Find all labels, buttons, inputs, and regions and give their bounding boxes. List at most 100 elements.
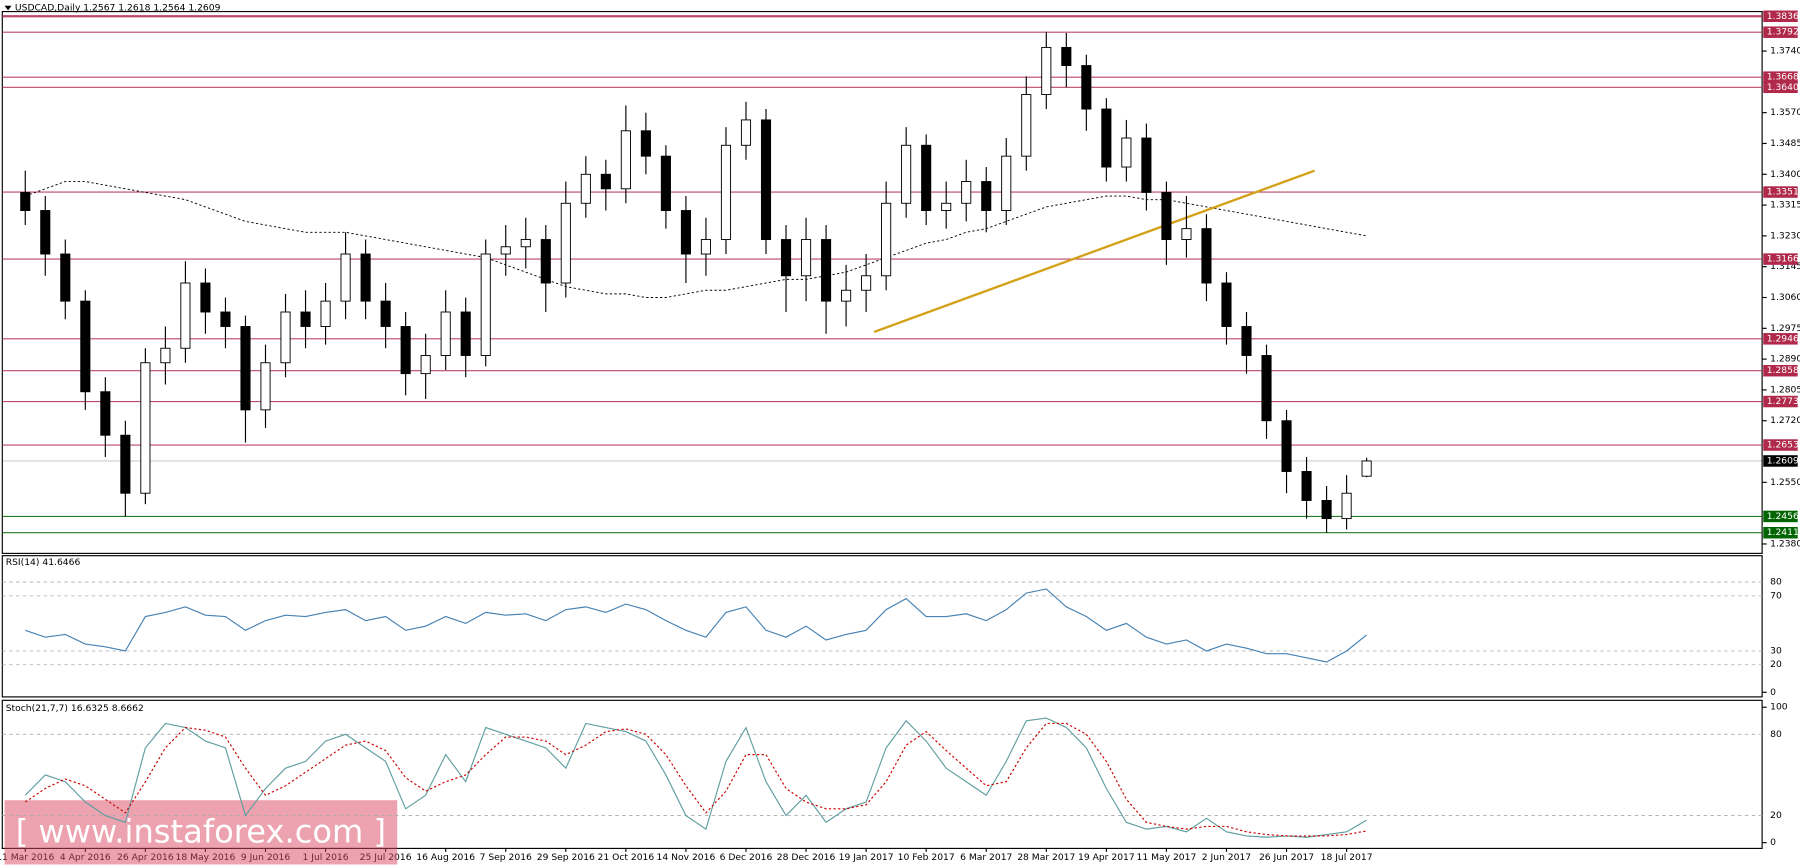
candle-body [1141,137,1152,193]
menu-arrow[interactable] [4,5,12,11]
level-tag [1763,81,1798,94]
moving-average [25,181,1367,298]
candle-body [1281,420,1292,472]
y-tick-label: 1.3230 [1770,230,1800,241]
candle-body [941,202,952,211]
y-tick-label: 80 [1770,729,1782,740]
candle-body [1261,355,1272,422]
x-tick-label: 2 Jun 2017 [1202,852,1252,863]
x-tick-label: 29 Sep 2016 [537,852,595,863]
candle-body [40,210,51,255]
candle-body [480,253,491,356]
candle-body [981,181,992,211]
rsi-title: RSI(14) 41.6466 [6,557,81,568]
y-tick-label: 1.3315 [1770,200,1800,211]
candle-body [220,311,231,327]
y-tick-label: 1.2890 [1770,354,1800,365]
level-label: 1.2456 [1767,511,1799,522]
stoch-panel [1,699,1763,849]
candle-body [680,210,691,255]
x-tick-label: 19 Jan 2017 [839,852,894,863]
level-label: 1.3166 [1767,254,1799,265]
candle-body [500,246,511,255]
level-label: 1.3668 [1767,72,1799,83]
candle-body [660,155,671,211]
indicator-line [24,717,1367,838]
y-tick-label: 30 [1770,645,1782,656]
candle-body [100,391,111,436]
x-tick-label: 18 Jul 2017 [1321,852,1373,863]
candle-body [1101,108,1112,168]
y-tick-label: 1.2550 [1770,477,1800,488]
stoch-title: Stoch(21,7,7) 16.6325 8.6662 [6,703,144,714]
level-tag [1763,71,1798,83]
level-tag [1763,186,1798,198]
level-label: 1.2858 [1767,365,1799,376]
candle-body [861,275,872,291]
candle-body [300,311,311,327]
level-label: 1.2411 [1767,527,1799,538]
candle-body [120,434,131,494]
candle-body [1341,492,1352,520]
candle-body [180,282,191,349]
y-tick-label: 70 [1770,590,1782,601]
candle-body [140,362,151,494]
candle-body [961,181,972,204]
candle-body [1181,228,1192,240]
candle-body [1221,282,1232,327]
candle-body [1301,471,1312,501]
y-tick-label: 1.3400 [1770,169,1800,180]
y-tick-label: 1.3485 [1770,138,1800,149]
candle-body [760,119,772,240]
candle-body [1161,191,1172,240]
candle-body [901,144,912,204]
y-tick-label: 1.3570 [1770,107,1800,118]
candle-body [240,326,251,411]
candle-body [1021,94,1032,157]
y-tick-label: 20 [1770,659,1782,670]
x-tick-label: 7 Sep 2016 [480,852,532,863]
candle-body [260,362,271,411]
candle-body [200,282,211,313]
x-tick-label: 21 Oct 2016 [598,852,655,863]
level-label: 1.3836 [1767,11,1799,22]
level-label: 1.3792 [1767,27,1799,38]
rsi-panel [1,555,1763,698]
candle-body [440,311,451,356]
candle-body [380,300,391,327]
candle-body [921,144,932,211]
y-tick-label: 1.2720 [1770,415,1800,426]
x-tick-label: 28 Mar 2017 [1017,852,1075,863]
candle-body [520,239,531,248]
candle-body [720,144,732,240]
candle-body [800,239,812,277]
candle-body [881,202,892,277]
candle-body [560,202,571,284]
candle-body [1061,46,1072,67]
level-label: 1.2653 [1767,440,1799,451]
candle-body [620,130,631,190]
level-tag [1763,526,1798,539]
candle-body [320,300,331,327]
y-tick-label: 20 [1770,810,1782,821]
indicator-line [24,722,1367,837]
level-tag [1763,455,1798,467]
y-tick-label: 1.2380 [1770,538,1800,549]
candle-body [60,253,71,302]
candle-body [20,191,31,211]
level-tag [1763,510,1798,523]
level-tag [1763,333,1798,345]
level-label: 1.3351 [1767,187,1799,198]
candle-body [540,239,551,284]
x-tick-label: 16 Aug 2016 [416,852,475,863]
level-tag [1763,395,1798,408]
y-tick-label: 80 [1770,577,1782,588]
candle-body [821,239,832,302]
y-tick-label: 1.3145 [1770,261,1800,272]
candle-body [400,326,411,375]
y-tick-label: 1.2805 [1770,384,1800,395]
y-tick-label: 0 [1770,837,1776,848]
candle-body [160,347,171,364]
level-label: 1.3640 [1767,82,1799,93]
